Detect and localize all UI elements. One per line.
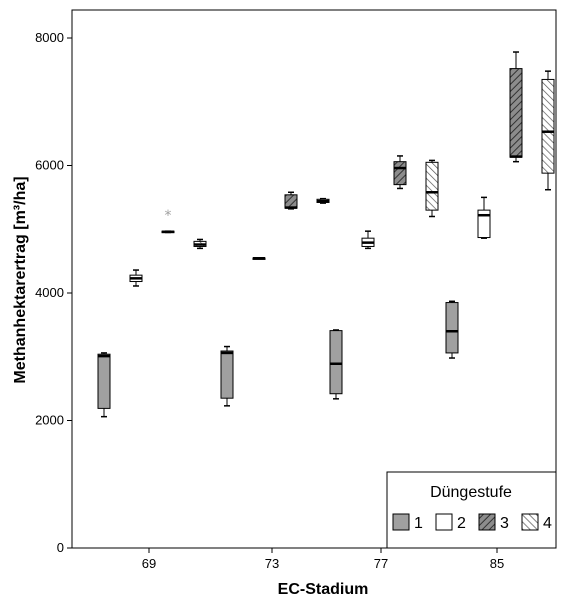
legend-label-2: 2 bbox=[457, 515, 466, 532]
y-tick-label-2000: 2000 bbox=[35, 413, 64, 428]
x-tick-label-85: 85 bbox=[490, 556, 504, 571]
box-stage-73-level-3-box bbox=[284, 194, 298, 209]
box-stage-69-level-3-outlier: * bbox=[165, 208, 172, 224]
legend-items: 1 2 3 4 bbox=[392, 513, 552, 532]
box-stage-85-level-3-box bbox=[509, 68, 523, 158]
y-axis: 0 2000 4000 6000 8000 bbox=[35, 30, 72, 555]
y-tick-label-0: 0 bbox=[57, 540, 64, 555]
box-stage-85-level-1-box bbox=[445, 302, 459, 354]
legend-swatch-4 bbox=[521, 513, 539, 531]
plot-area bbox=[71, 9, 557, 549]
y-tick-label-8000: 8000 bbox=[35, 30, 64, 45]
box-stage-77-level-4-box bbox=[425, 161, 439, 211]
box-stage-77-level-3-box bbox=[393, 161, 407, 186]
box-stage-73-level-4 bbox=[316, 197, 330, 204]
x-axis-title: EC-Stadium bbox=[278, 581, 369, 598]
box-stage-77-level-2 bbox=[361, 230, 375, 250]
boxes: * bbox=[97, 51, 555, 418]
box-stage-69-level-3: * bbox=[161, 208, 175, 234]
legend-swatch-1 bbox=[392, 513, 410, 531]
x-tick-label-69: 69 bbox=[142, 556, 156, 571]
box-stage-73-level-2 bbox=[252, 257, 266, 260]
box-stage-85-level-3 bbox=[509, 51, 523, 163]
legend-label-3: 3 bbox=[500, 515, 509, 532]
box-stage-85-level-2 bbox=[477, 196, 491, 239]
box-stage-85-level-2-box bbox=[477, 209, 491, 239]
box-stage-69-level-1 bbox=[97, 352, 111, 418]
legend-label-4: 4 bbox=[543, 515, 552, 532]
legend-title: Düngestufe bbox=[430, 484, 512, 501]
box-stage-73-level-1-box bbox=[220, 350, 234, 399]
y-axis-title: Methanhektarertrag [m³/ha] bbox=[12, 176, 29, 383]
y-tick-label-4000: 4000 bbox=[35, 285, 64, 300]
box-stage-77-level-3 bbox=[393, 155, 407, 190]
legend-frame bbox=[386, 471, 557, 549]
box-stage-77-level-4 bbox=[425, 159, 439, 218]
box-stage-73-level-1 bbox=[220, 345, 234, 407]
legend-swatch-3 bbox=[478, 513, 496, 531]
x-tick-label-73: 73 bbox=[265, 556, 279, 571]
box-stage-85-level-4 bbox=[541, 70, 555, 191]
box-stage-69-level-1-box bbox=[97, 353, 111, 409]
box-stage-85-level-4-box bbox=[541, 78, 555, 174]
box-stage-69-level-4 bbox=[193, 238, 207, 250]
x-tick-label-77: 77 bbox=[374, 556, 388, 571]
box-stage-69-level-2 bbox=[129, 269, 143, 287]
x-axis: 69 73 77 85 bbox=[142, 548, 504, 571]
box-stage-77-level-1 bbox=[329, 329, 343, 400]
box-stage-73-level-3 bbox=[284, 191, 298, 210]
legend: Düngestufe 1 2 3 4 bbox=[386, 471, 557, 549]
box-stage-77-level-1-box bbox=[329, 330, 343, 395]
legend-label-1: 1 bbox=[414, 515, 423, 532]
legend-swatch-2 bbox=[435, 513, 453, 531]
box-stage-85-level-1 bbox=[445, 300, 459, 359]
y-tick-label-6000: 6000 bbox=[35, 158, 64, 173]
